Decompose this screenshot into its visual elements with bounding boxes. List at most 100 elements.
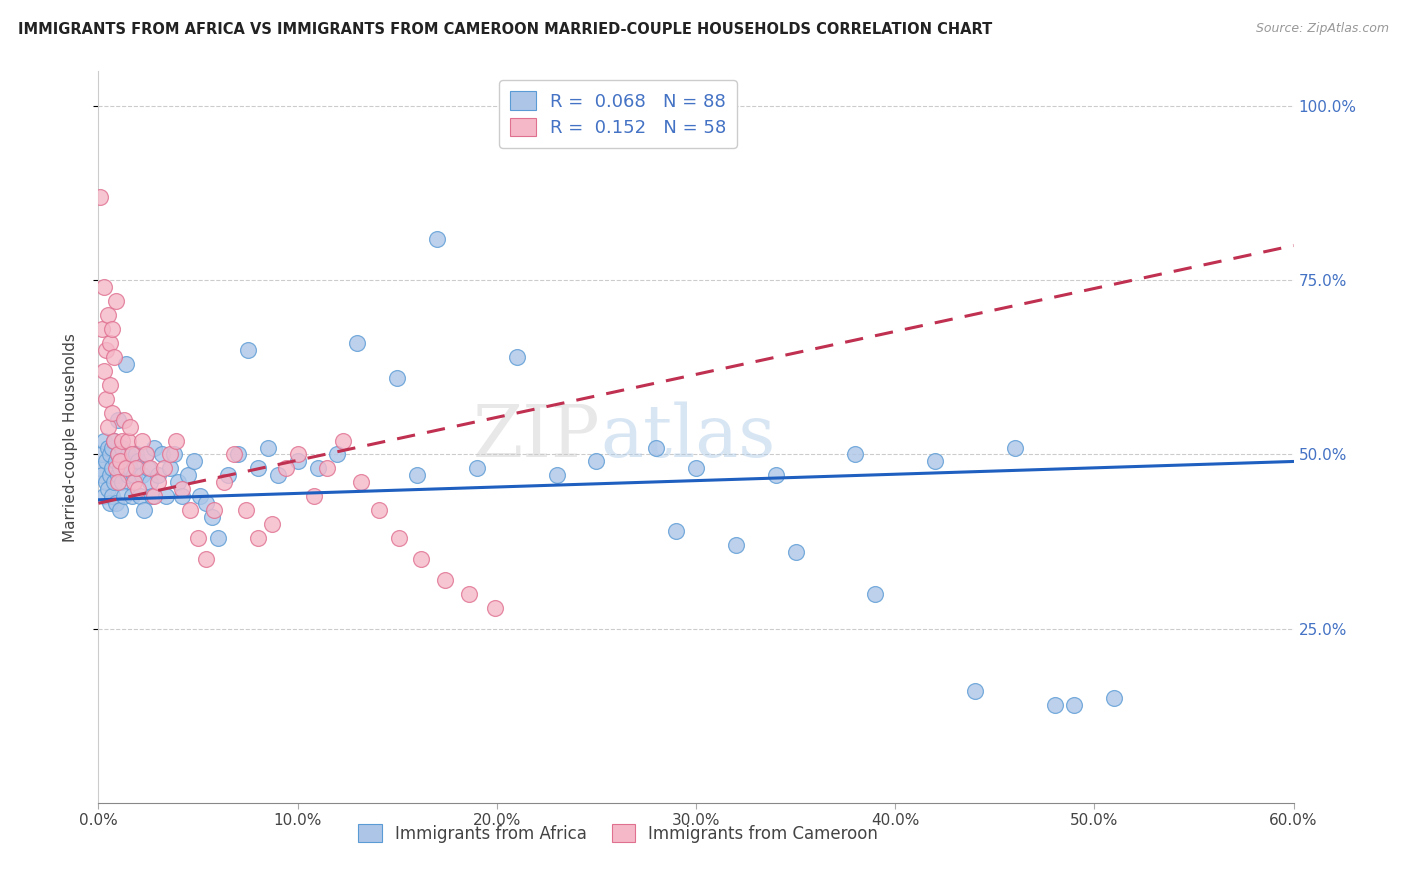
Point (112, 454, 135, 468)
Point (287, 454, 309, 468)
Point (406, 468, 429, 483)
Point (201, 510, 224, 524)
Point (127, 454, 149, 468)
Point (129, 489, 152, 503)
Point (316, 461, 339, 475)
Point (1063, 698, 1085, 713)
Point (326, 448, 349, 462)
Point (143, 489, 166, 503)
Point (302, 489, 325, 503)
Point (107, 448, 129, 462)
Point (93, 364, 115, 378)
Point (107, 475, 129, 490)
Point (91, 448, 114, 462)
Point (458, 587, 481, 601)
Point (256, 441, 278, 455)
Point (159, 461, 181, 475)
Point (111, 434, 134, 448)
Point (101, 406, 124, 420)
Point (141, 489, 163, 503)
Point (148, 468, 170, 483)
Point (97, 308, 120, 322)
Point (246, 531, 269, 545)
Point (131, 468, 153, 483)
Point (136, 461, 159, 475)
Point (93, 434, 115, 448)
Point (924, 454, 946, 468)
Point (96, 475, 118, 490)
Point (134, 503, 156, 517)
Point (120, 419, 142, 434)
Point (101, 461, 124, 475)
Point (222, 448, 245, 462)
Point (388, 531, 411, 545)
Point (135, 448, 157, 462)
Point (112, 489, 135, 503)
Point (124, 468, 146, 483)
Point (765, 468, 787, 483)
Point (139, 461, 162, 475)
Point (195, 552, 218, 566)
Point (287, 448, 309, 462)
Point (96, 392, 118, 406)
Point (172, 483, 194, 497)
Point (111, 441, 134, 455)
Point (195, 496, 218, 510)
Point (98, 448, 122, 462)
Point (117, 468, 139, 483)
Point (645, 441, 668, 455)
Point (98, 468, 122, 483)
Point (98, 377, 122, 392)
Point (350, 475, 373, 490)
Point (187, 531, 209, 545)
Point (217, 468, 239, 483)
Point (105, 496, 128, 510)
Point (426, 231, 449, 245)
Point (274, 461, 297, 475)
Point (183, 454, 205, 468)
Point (307, 461, 329, 475)
Point (103, 350, 125, 364)
Point (103, 434, 125, 448)
Point (963, 684, 986, 698)
Point (207, 531, 229, 545)
Point (172, 489, 194, 503)
Point (385, 371, 409, 385)
Text: Source: ZipAtlas.com: Source: ZipAtlas.com (1256, 22, 1389, 36)
Point (153, 461, 176, 475)
Point (120, 461, 142, 475)
Legend: Immigrants from Africa, Immigrants from Cameroon: Immigrants from Africa, Immigrants from … (352, 818, 884, 849)
Point (685, 461, 707, 475)
Point (91, 468, 114, 483)
Point (89, 190, 111, 204)
Point (226, 448, 249, 462)
Point (135, 448, 157, 462)
Point (97, 441, 120, 455)
Point (111, 475, 134, 490)
Point (434, 573, 457, 587)
Point (332, 434, 354, 448)
Point (110, 461, 132, 475)
Point (368, 503, 391, 517)
Point (844, 448, 866, 462)
Point (139, 475, 162, 490)
Point (115, 357, 138, 371)
Point (143, 441, 166, 455)
Point (96, 454, 118, 468)
Point (125, 448, 148, 462)
Point (110, 454, 132, 468)
Point (411, 552, 433, 566)
Point (121, 489, 143, 503)
Point (785, 545, 807, 559)
Point (112, 412, 135, 426)
Point (150, 448, 173, 462)
Point (1004, 441, 1026, 455)
Point (101, 322, 124, 336)
Point (89, 461, 111, 475)
Point (96, 343, 118, 357)
Point (346, 336, 368, 351)
Point (101, 441, 124, 455)
Point (865, 587, 887, 601)
Point (121, 448, 143, 462)
Point (101, 489, 124, 503)
